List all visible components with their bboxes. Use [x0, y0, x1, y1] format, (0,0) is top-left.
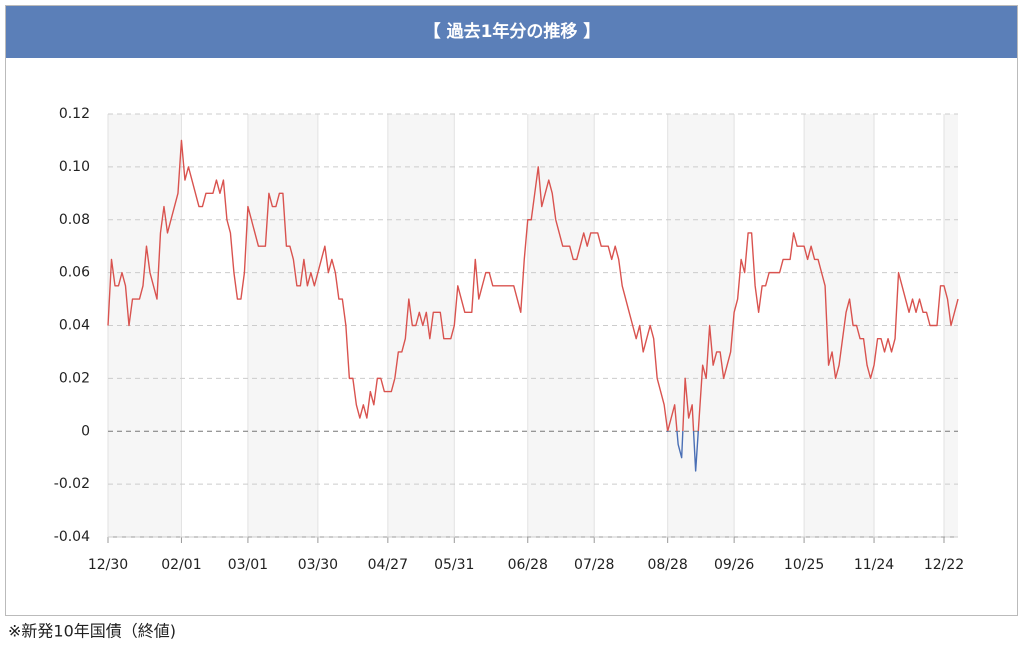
x-tick-label: 11/24 [854, 557, 894, 573]
x-tick-label: 10/25 [784, 557, 824, 573]
chart-title: 【 過去1年分の推移 】 [424, 21, 601, 42]
x-tick-label: 04/27 [368, 557, 408, 573]
x-tick-label: 02/01 [161, 557, 201, 573]
footnote: ※新発10年国債（終値) [8, 622, 176, 641]
y-tick-label: 0.02 [59, 370, 90, 386]
x-tick-label: 12/22 [924, 557, 964, 573]
x-tick-label: 12/30 [88, 557, 128, 573]
x-tick-label: 08/28 [647, 557, 687, 573]
y-tick-label: -0.02 [54, 476, 90, 492]
y-tick-label: 0 [81, 423, 90, 439]
y-tick-label: 0.12 [59, 106, 90, 122]
header-bar [6, 6, 1017, 58]
y-tick-label: 0.04 [59, 318, 90, 334]
y-tick-label: 0.08 [59, 212, 90, 228]
x-tick-label: 03/01 [228, 557, 268, 573]
x-tick-label: 03/30 [298, 557, 338, 573]
x-tick-label: 06/28 [508, 557, 548, 573]
y-tick-label: -0.04 [54, 529, 90, 545]
x-tick-label: 05/31 [434, 557, 474, 573]
y-tick-label: 0.10 [59, 159, 90, 175]
y-tick-label: 0.06 [59, 265, 90, 281]
x-tick-label: 09/26 [714, 557, 754, 573]
x-tick-label: 07/28 [574, 557, 614, 573]
data-line [107, 139, 959, 472]
